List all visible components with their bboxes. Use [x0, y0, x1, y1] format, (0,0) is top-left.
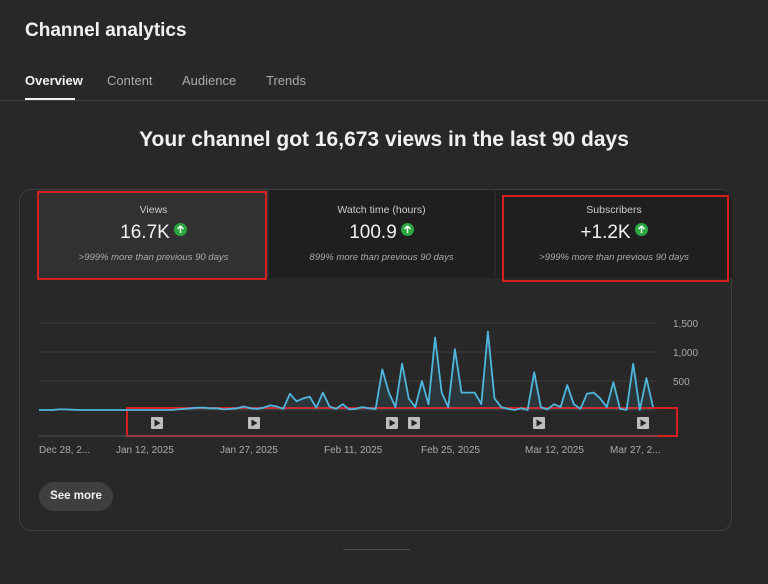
- see-more-button[interactable]: See more: [39, 482, 113, 511]
- x-tick-label: Jan 27, 2025: [220, 445, 278, 456]
- metric-views-label: Views: [139, 204, 168, 216]
- arrow-up-icon: [634, 223, 648, 236]
- views-line: [39, 330, 654, 411]
- arrow-up-icon: [400, 223, 414, 236]
- metric-watch-time-comparison: 899% more than previous 90 days: [309, 252, 454, 263]
- y-tick-label: 1,500: [673, 319, 698, 330]
- tab-audience[interactable]: Audience: [182, 73, 237, 88]
- analytics-card: Views 16.7K >999% more than previous 90 …: [19, 189, 732, 531]
- tab-trends[interactable]: Trends: [266, 73, 306, 88]
- metric-subscribers[interactable]: Subscribers +1.2K >999% more than previo…: [496, 190, 732, 278]
- metric-views-comparison: >999% more than previous 90 days: [78, 252, 229, 263]
- video-marker-icon[interactable]: [386, 417, 398, 429]
- video-marker-icon[interactable]: [408, 417, 420, 429]
- metric-subscribers-value: +1.2K: [496, 222, 732, 244]
- x-tick-label: Feb 11, 2025: [324, 445, 383, 456]
- x-tick-label: Mar 12, 2025: [525, 445, 584, 456]
- video-marker-icon[interactable]: [637, 417, 649, 429]
- tab-bar: Overview Content Audience Trends: [0, 64, 768, 101]
- x-tick-label: Mar 27, 2...: [610, 445, 661, 456]
- video-marker-icon[interactable]: [248, 417, 260, 429]
- arrow-up-icon: [173, 223, 187, 236]
- tab-content[interactable]: Content: [107, 73, 153, 88]
- active-tab-indicator: [25, 98, 75, 100]
- metric-watch-time-value: 100.9: [269, 222, 494, 244]
- y-tick-label: 1,000: [673, 348, 698, 359]
- video-marker-icon[interactable]: [151, 417, 163, 429]
- x-tick-label: Dec 28, 2...: [39, 445, 90, 456]
- y-tick-label: 500: [673, 377, 690, 388]
- page-title: Channel analytics: [25, 20, 187, 41]
- x-tick-label: Feb 25, 2025: [421, 445, 480, 456]
- metric-watch-time[interactable]: Watch time (hours) 100.9 899% more than …: [269, 190, 494, 278]
- metric-subscribers-comparison: >999% more than previous 90 days: [539, 252, 689, 263]
- x-tick-label: Jan 12, 2025: [116, 445, 174, 456]
- video-marker-icon[interactable]: [533, 417, 545, 429]
- metric-views[interactable]: Views 16.7K >999% more than previous 90 …: [39, 190, 268, 278]
- metric-subscribers-label: Subscribers: [586, 204, 642, 216]
- metric-views-value: 16.7K: [39, 222, 268, 244]
- summary-headline: Your channel got 16,673 views in the las…: [139, 128, 629, 151]
- metric-watch-time-label: Watch time (hours): [337, 204, 426, 216]
- divider: [343, 549, 410, 550]
- tab-overview[interactable]: Overview: [25, 73, 83, 88]
- highlight-box-views: [37, 191, 267, 280]
- highlight-box-subscribers: [502, 195, 729, 282]
- views-area: [39, 331, 653, 410]
